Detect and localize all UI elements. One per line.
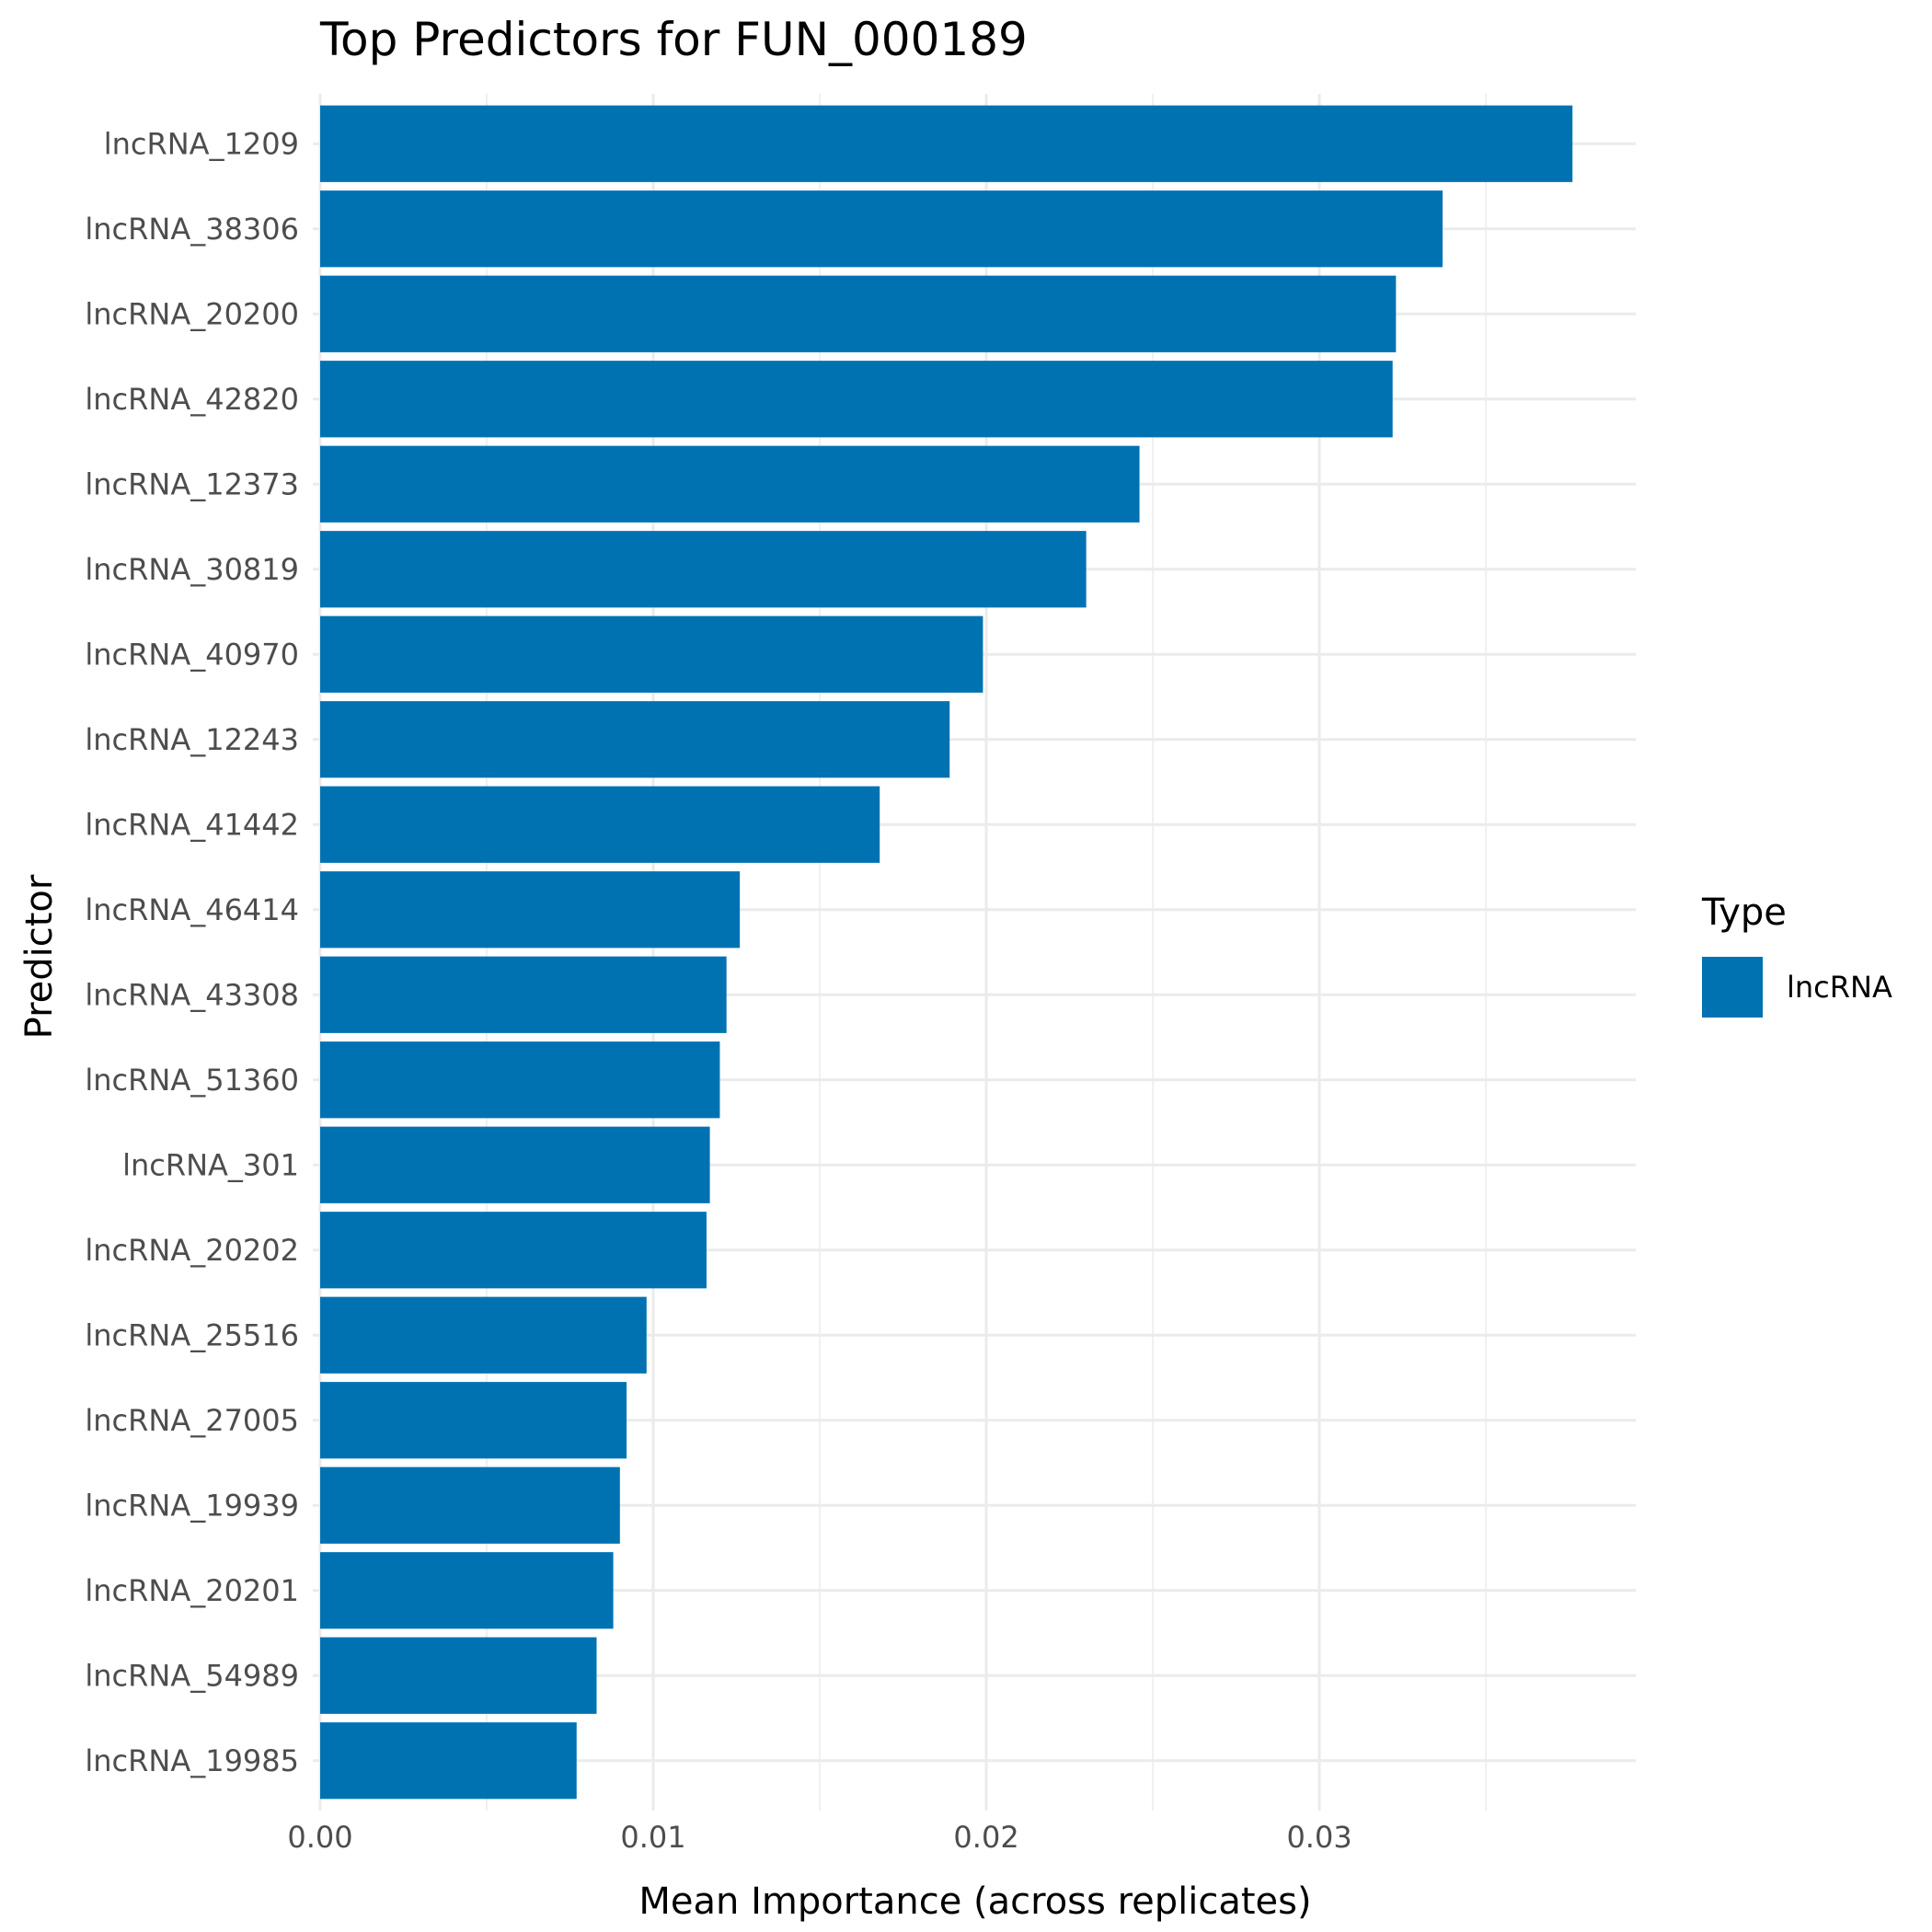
x-tick-label: 0.01	[620, 1820, 685, 1855]
y-tick-label: lncRNA_46414	[85, 892, 299, 927]
y-tick-label: lncRNA_19939	[85, 1488, 299, 1523]
bar	[320, 531, 1087, 608]
legend: Type lncRNA	[1701, 891, 1892, 1018]
bar	[320, 1212, 707, 1289]
bar	[320, 701, 950, 778]
chart-title: Top Predictors for FUN_000189	[319, 13, 1028, 66]
bar	[320, 615, 983, 693]
y-tick-label: lncRNA_38306	[85, 212, 299, 247]
bar	[320, 1382, 627, 1459]
y-tick-label: lncRNA_25516	[85, 1317, 299, 1352]
y-tick-label: lncRNA_27005	[85, 1403, 299, 1438]
bar	[320, 956, 727, 1033]
bar	[320, 1637, 597, 1714]
legend-label: lncRNA	[1787, 970, 1892, 1005]
bars	[320, 105, 1573, 1800]
bar	[320, 1041, 720, 1119]
y-tick-label: lncRNA_42820	[85, 382, 299, 417]
y-tick-label: lncRNA_20201	[85, 1573, 299, 1608]
y-tick-labels: lncRNA_1209 lncRNA_38306 lncRNA_20200 lncRN…	[85, 126, 299, 1778]
y-tick-label: lncRNA_20202	[85, 1233, 299, 1268]
y-tick-label: lncRNA_12243	[85, 722, 299, 757]
y-tick-label: lncRNA_30819	[85, 552, 299, 587]
y-tick-label: lncRNA_43308	[85, 977, 299, 1012]
y-tick-label: lncRNA_19985	[85, 1743, 299, 1778]
y-tick-label: lncRNA_12373	[85, 466, 299, 501]
x-tick-label: 0.00	[287, 1820, 352, 1855]
bar	[320, 361, 1393, 438]
bar	[320, 275, 1397, 352]
x-tick-labels: 0.00 0.01 0.02 0.03	[287, 1820, 1351, 1855]
x-tick-label: 0.03	[1286, 1820, 1351, 1855]
bar	[320, 1126, 710, 1203]
bar	[320, 786, 880, 863]
bar	[320, 1296, 647, 1374]
bar	[320, 105, 1573, 182]
y-tick-label: lncRNA_301	[122, 1147, 299, 1182]
y-tick-label: lncRNA_40970	[85, 637, 299, 672]
x-axis-title: Mean Importance (across replicates)	[638, 1880, 1311, 1923]
bar	[320, 1552, 614, 1629]
y-tick-label: lncRNA_1209	[104, 126, 299, 161]
y-axis-title: Predictor	[18, 874, 61, 1039]
bar	[320, 445, 1140, 523]
y-tick-label: lncRNA_51360	[85, 1063, 299, 1098]
bar	[320, 871, 741, 949]
y-tick-label: lncRNA_54989	[85, 1658, 299, 1693]
x-tick-label: 0.02	[953, 1820, 1018, 1855]
bar	[320, 190, 1443, 268]
bar	[320, 1722, 577, 1800]
legend-title: Type	[1701, 891, 1787, 934]
legend-swatch	[1702, 957, 1763, 1018]
y-tick-label: lncRNA_41442	[85, 807, 299, 842]
y-tick-label: lncRNA_20200	[85, 296, 299, 331]
bar	[320, 1466, 620, 1544]
